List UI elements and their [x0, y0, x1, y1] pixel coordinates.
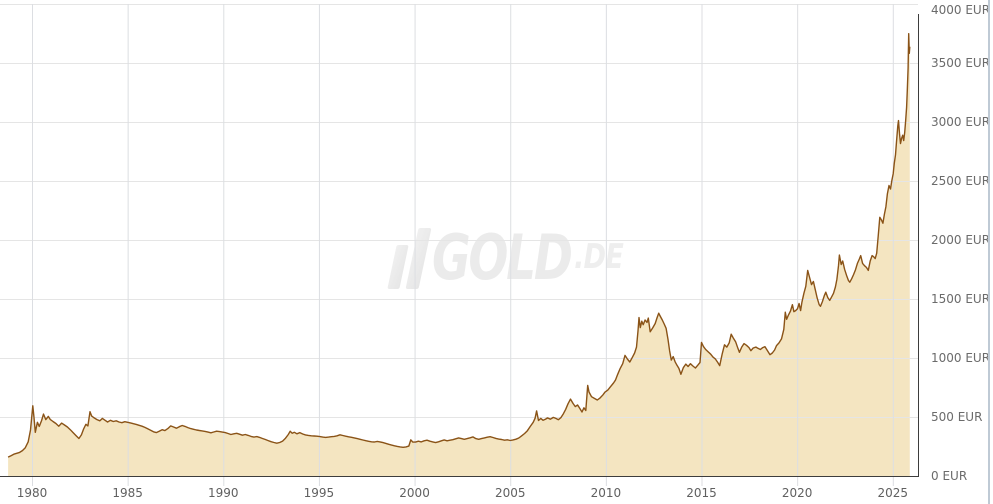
- watermark-brand-text: GOLD: [432, 221, 573, 294]
- gold-de-watermark: GOLD .DE: [387, 221, 692, 294]
- series-area: [8, 33, 910, 476]
- right-edge-divider: [988, 0, 990, 504]
- series-line: [7, 33, 911, 458]
- watermark-tld-text: .DE: [574, 237, 624, 277]
